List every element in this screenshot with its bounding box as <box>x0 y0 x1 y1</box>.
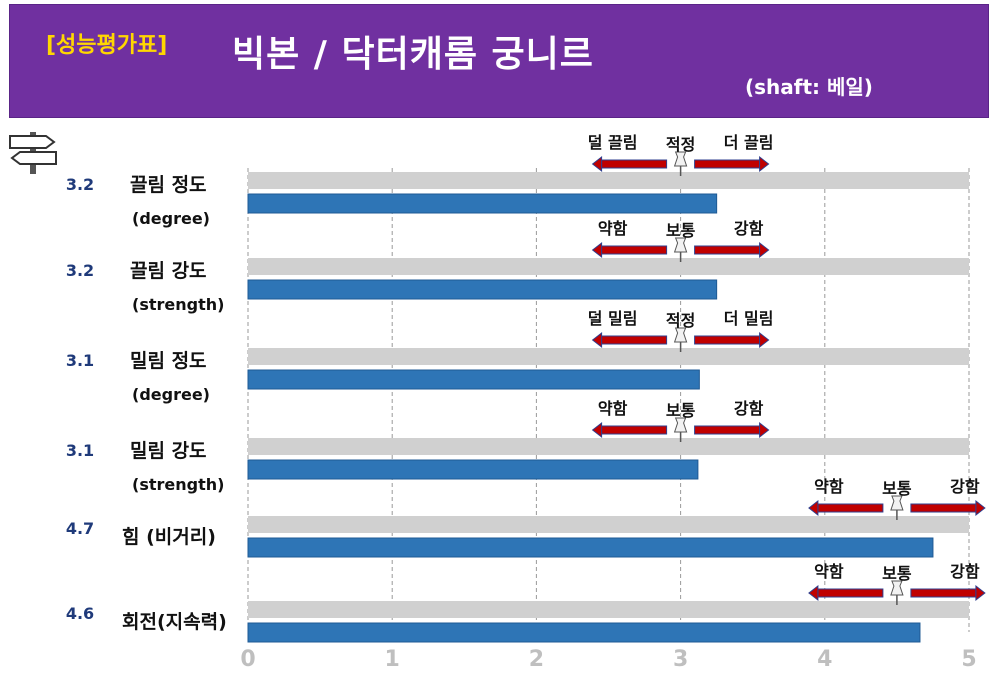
scale-right-label: 강함 <box>734 399 764 418</box>
left-arrow <box>591 241 668 259</box>
value-bar <box>247 537 934 558</box>
value-bar <box>247 369 700 390</box>
bar-track <box>248 516 969 533</box>
right-arrow <box>694 241 770 259</box>
x-tick-label: 5 <box>961 647 976 672</box>
page-title: 빅본 / 닥터캐롬 궁니르 <box>232 34 594 75</box>
bar-track <box>248 172 969 189</box>
scale-left-label: 약함 <box>814 477 844 496</box>
scale-indicator: 약함 보통 강함 <box>591 399 770 443</box>
scale-center-label: 적정 <box>666 311 695 330</box>
value-bar <box>247 622 921 643</box>
chart-row: 4.7 힘 (비거리) 약함 보통 강함 <box>66 477 986 558</box>
right-arrow <box>910 499 986 517</box>
left-arrow <box>808 499 884 517</box>
header-banner: [성능평가표] 빅본 / 닥터캐롬 궁니르 (shaft: 베일) <box>9 4 989 118</box>
left-arrow <box>591 331 668 349</box>
x-tick-label: 1 <box>385 647 400 672</box>
x-tick-label: 2 <box>529 647 544 672</box>
scale-center-label: 보통 <box>666 221 696 240</box>
score-label: 4.6 <box>66 604 94 623</box>
x-tick-label: 3 <box>673 647 688 672</box>
score-label: 3.2 <box>66 175 94 194</box>
row-sublabel: (degree) <box>132 209 210 228</box>
scale-left-label: 약함 <box>814 562 844 581</box>
bar-track <box>248 601 969 618</box>
evaluation-tag: [성능평가표] <box>46 33 168 58</box>
row-sublabel: (strength) <box>132 475 224 494</box>
bar-track <box>248 348 969 365</box>
scale-left-label: 덜 밀림 <box>588 309 638 328</box>
chart-row: 3.2 끌림 정도 (degree) 덜 끌림 적정 더 끌림 <box>66 133 969 228</box>
chart-row: 3.2 끌림 강도 (strength) 약함 보통 강함 <box>66 219 969 314</box>
scale-center-label: 보통 <box>882 564 912 583</box>
x-tick-label: 4 <box>817 647 832 672</box>
value-bar <box>247 193 718 214</box>
right-arrow <box>694 421 770 439</box>
row-label: 끌림 정도 <box>130 174 207 196</box>
row-sublabel: (degree) <box>132 385 210 404</box>
scale-center-label: 보통 <box>666 401 696 420</box>
chart-row: 4.6 회전(지속력) 약함 보통 강함 <box>66 562 986 643</box>
left-arrow <box>591 421 668 439</box>
bar-track <box>248 258 969 275</box>
shaft-subtitle: (shaft: 베일) <box>745 75 873 99</box>
score-label: 4.7 <box>66 519 94 538</box>
scale-right-label: 강함 <box>950 477 980 496</box>
left-arrow <box>808 584 884 602</box>
right-arrow <box>910 584 986 602</box>
scale-left-label: 약함 <box>598 219 628 238</box>
signpost-icon <box>9 132 57 174</box>
value-bar <box>247 459 699 480</box>
row-label: 회전(지속력) <box>122 611 227 633</box>
left-arrow <box>591 155 668 173</box>
bar-track <box>248 438 969 455</box>
score-label: 3.1 <box>66 441 94 460</box>
scale-left-label: 덜 끌림 <box>588 133 638 152</box>
score-label: 3.2 <box>66 261 94 280</box>
row-label: 밀림 정도 <box>130 350 207 372</box>
row-label: 힘 (비거리) <box>122 526 216 548</box>
chart-row: 3.1 밀림 강도 (strength) 약함 보통 강함 <box>66 399 969 494</box>
value-bar <box>247 279 718 300</box>
score-label: 3.1 <box>66 351 94 370</box>
scale-left-label: 약함 <box>598 399 628 418</box>
scale-right-label: 더 밀림 <box>724 309 774 328</box>
scale-right-label: 강함 <box>734 219 764 238</box>
scale-center-label: 적정 <box>666 135 695 154</box>
scale-right-label: 강함 <box>950 562 980 581</box>
scale-indicator: 약함 보통 강함 <box>808 562 986 606</box>
right-arrow <box>694 155 770 173</box>
scale-indicator: 약함 보통 강함 <box>591 219 770 263</box>
row-sublabel: (strength) <box>132 295 224 314</box>
right-arrow <box>694 331 770 349</box>
scale-right-label: 더 끌림 <box>724 133 774 152</box>
chart-row: 3.1 밀림 정도 (degree) 덜 밀림 적정 더 밀림 <box>66 309 969 404</box>
row-label: 끌림 강도 <box>130 260 207 282</box>
scale-center-label: 보통 <box>882 479 912 498</box>
x-tick-label: 0 <box>240 647 255 672</box>
scale-indicator: 덜 끌림 적정 더 끌림 <box>588 133 774 177</box>
scale-indicator: 덜 밀림 적정 더 밀림 <box>588 309 774 353</box>
scale-indicator: 약함 보통 강함 <box>808 477 986 521</box>
row-label: 밀림 강도 <box>130 440 207 462</box>
